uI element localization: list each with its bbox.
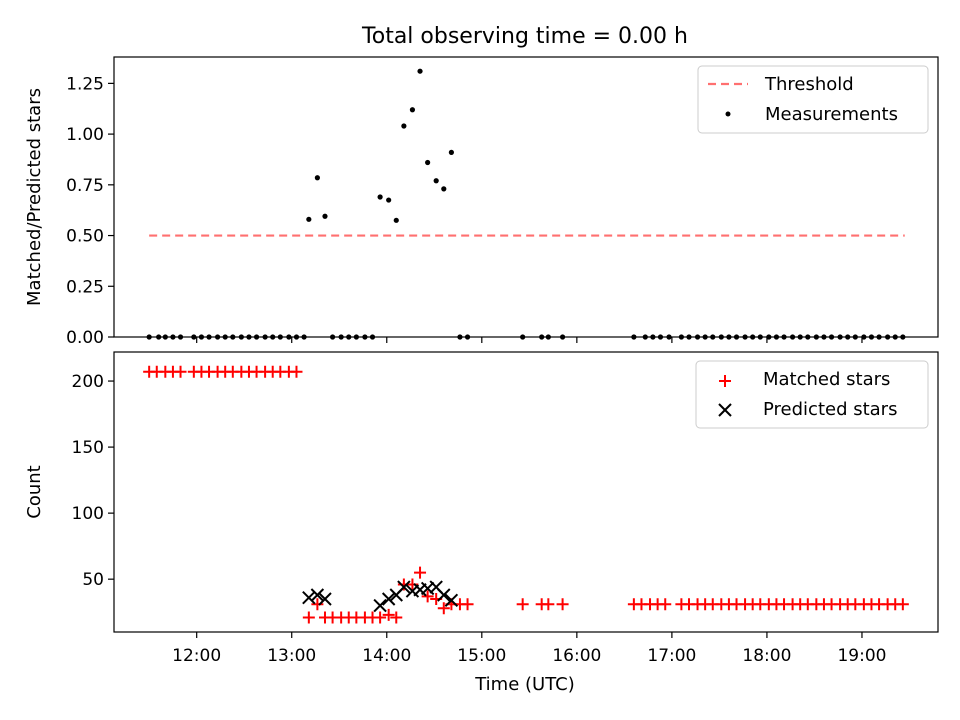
predicted-star-marker — [397, 580, 411, 594]
matched-star-marker — [374, 611, 387, 624]
predicted-star-marker — [318, 592, 332, 606]
matched-star-marker — [174, 365, 187, 378]
top-y-axis: 0.00 0.25 0.50 0.75 1.00 1.25 — [66, 74, 114, 348]
measurement-point — [409, 107, 416, 113]
predicted-star-marker — [437, 588, 451, 602]
threshold-legend-label: Threshold — [764, 74, 854, 95]
top-panel-frame — [113, 56, 939, 338]
measurement-point — [401, 123, 407, 129]
bottom-y-axis: 50 100 150 200 — [72, 372, 114, 590]
matched-star-marker — [556, 598, 569, 611]
x-tick-label: 14:00 — [362, 646, 411, 666]
matched-star-marker — [414, 566, 427, 579]
bottom-y-tick-label: 150 — [72, 438, 104, 458]
measurement-point — [441, 186, 447, 192]
top-y-tick-label: 0.75 — [66, 176, 104, 196]
measurement-point — [377, 194, 383, 200]
predicted-stars-legend-swatch — [718, 403, 732, 417]
measurements-legend-swatch — [725, 111, 731, 117]
matched-stars-legend-swatch — [719, 375, 731, 387]
bottom-legend: Matched stars Predicted stars — [695, 360, 929, 429]
count-markers-layer — [143, 365, 909, 624]
x-tick-label: 13:00 — [267, 646, 316, 666]
bottom-y-tick-label: 50 — [82, 570, 104, 590]
bottom-y-axis-label: Count — [24, 465, 45, 518]
predicted-star-marker — [381, 592, 396, 606]
x-tick-label: 12:00 — [172, 646, 221, 666]
figure-title: Total observing time = 0.00 h — [361, 24, 688, 49]
matched-star-marker — [421, 590, 434, 603]
predicted-star-marker — [373, 598, 387, 613]
x-axis-label: Time (UTC) — [474, 674, 575, 695]
measurement-point — [393, 217, 399, 223]
predicted-star-marker — [310, 588, 325, 602]
bottom-panel-frame — [113, 351, 939, 633]
matched-star-marker — [896, 598, 909, 611]
measurement-point — [314, 175, 320, 181]
measurement-point — [417, 68, 423, 74]
measurements-legend-label: Measurements — [765, 104, 898, 125]
matched-star-marker — [437, 602, 450, 615]
bottom-x-axis: 12:00 13:00 14:00 15:00 16:00 17:00 18:00 19:00 — [172, 632, 886, 666]
top-y-tick-label: 0.50 — [66, 227, 104, 247]
bottom-legend-box — [695, 360, 929, 429]
bottom-y-tick-label: 200 — [72, 372, 104, 392]
measurement-point — [448, 149, 454, 155]
top-y-axis-label: Matched/Predicted stars — [24, 88, 45, 306]
matched-star-marker — [406, 578, 419, 591]
bottom-y-tick-label: 100 — [72, 504, 104, 524]
matched-star-marker — [542, 598, 555, 611]
measurement-point — [306, 216, 312, 222]
predicted-stars-legend-label: Predicted stars — [763, 399, 897, 420]
x-tick-label: 16:00 — [552, 646, 601, 666]
matched-star-marker — [390, 611, 403, 624]
top-y-tick-label: 0.00 — [66, 328, 104, 348]
x-tick-label: 15:00 — [457, 646, 506, 666]
top-panel: 0.00 0.25 0.50 0.75 1.00 1.25 Matched/Predict… — [24, 56, 939, 348]
measurement-point — [386, 197, 392, 203]
top-y-tick-label: 1.25 — [66, 74, 104, 94]
matched-star-marker — [461, 598, 474, 611]
top-legend-box — [697, 65, 929, 134]
matched-star-marker — [516, 598, 529, 611]
top-legend: Threshold Measurements — [697, 65, 929, 134]
x-tick-label: 18:00 — [742, 646, 791, 666]
x-tick-label: 17:00 — [647, 646, 696, 666]
matched-star-marker — [302, 611, 315, 624]
predicted-star-marker — [444, 593, 459, 608]
matched-star-marker — [290, 365, 303, 378]
x-tick-label: 19:00 — [837, 646, 886, 666]
top-y-tick-label: 1.00 — [66, 125, 104, 145]
matched-star-marker — [659, 598, 672, 611]
bottom-panel: 50 100 150 200 12:00 13:00 14:00 15:00 16:00 17:… — [24, 351, 939, 695]
top-y-tick-label: 0.25 — [66, 277, 104, 297]
predicted-star-marker — [302, 590, 316, 605]
matched-star-marker — [311, 598, 324, 611]
measurement-point — [433, 178, 439, 184]
top-x-ticks — [196, 337, 863, 343]
measurement-point — [425, 159, 431, 166]
matched-star-marker — [382, 608, 395, 621]
measurement-point — [322, 213, 328, 219]
matched-stars-legend-label: Matched stars — [763, 369, 890, 390]
